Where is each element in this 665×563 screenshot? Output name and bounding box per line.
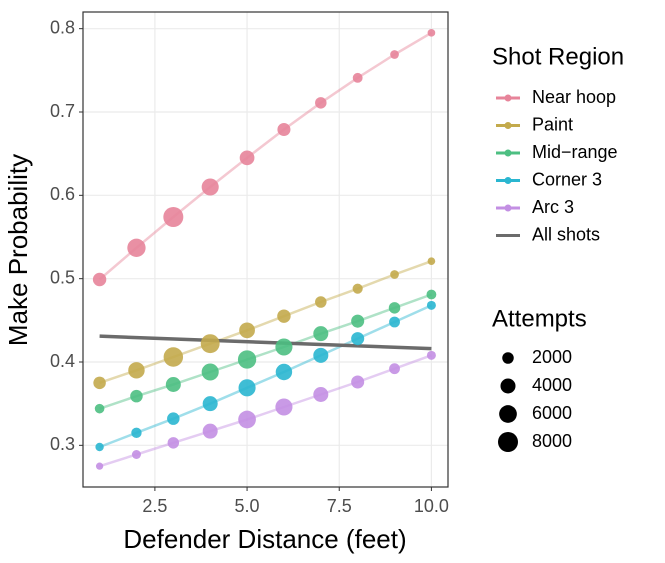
point <box>95 462 104 470</box>
point <box>390 270 399 279</box>
point <box>131 449 141 460</box>
x-tick-label: 2.5 <box>142 496 167 516</box>
legend-key <box>504 122 512 129</box>
point <box>390 50 399 59</box>
point <box>238 379 256 397</box>
series-line <box>99 293 432 410</box>
legend-label: Paint <box>532 114 573 134</box>
point <box>427 29 436 37</box>
point <box>277 122 291 137</box>
point <box>237 350 257 369</box>
x-tick-label: 7.5 <box>327 496 352 516</box>
size-legend-key <box>502 352 514 364</box>
point <box>94 403 105 414</box>
series-line <box>99 334 432 351</box>
y-tick-label: 0.8 <box>50 17 75 37</box>
point <box>92 272 107 287</box>
legend-key <box>504 204 512 212</box>
point <box>201 178 219 196</box>
legend-label: Near hoop <box>532 87 616 107</box>
size-legend-key <box>500 378 516 394</box>
point <box>200 334 220 354</box>
point <box>238 410 256 429</box>
point <box>426 350 436 360</box>
point <box>163 347 184 367</box>
point <box>167 412 180 425</box>
point <box>315 296 327 308</box>
legend-key <box>504 149 512 157</box>
point <box>426 300 436 310</box>
point <box>352 283 363 294</box>
plot-border <box>82 11 449 488</box>
point <box>351 332 365 346</box>
legend-label: Corner 3 <box>532 169 602 189</box>
legend-key <box>504 94 512 102</box>
size-legend-title: Attempts <box>492 305 587 332</box>
point <box>167 437 180 449</box>
point <box>313 326 329 342</box>
y-tick-label: 0.3 <box>50 434 75 454</box>
y-tick-label: 0.4 <box>50 351 75 371</box>
legend-label: All shots <box>532 224 600 244</box>
point <box>95 442 104 452</box>
size-legend-label: 2000 <box>532 347 572 367</box>
legend-key <box>504 177 512 184</box>
y-tick-label: 0.5 <box>50 267 75 287</box>
point <box>239 322 255 339</box>
x-axis-title: Defender Distance (feet) <box>123 524 406 554</box>
size-legend-label: 4000 <box>532 375 572 395</box>
point <box>128 362 145 379</box>
legend-label: Mid−range <box>532 142 618 162</box>
x-tick-label: 10.0 <box>414 496 449 516</box>
size-legend-label: 6000 <box>532 403 572 423</box>
series-line <box>99 304 432 449</box>
point <box>202 396 218 412</box>
y-axis-title: Make Probability <box>3 154 33 346</box>
point <box>163 207 184 227</box>
series-line <box>99 259 432 385</box>
legend-title: Shot Region <box>492 43 624 70</box>
point <box>277 309 291 323</box>
size-legend-key <box>499 405 517 423</box>
point <box>275 363 293 381</box>
point <box>313 347 329 363</box>
y-tick-label: 0.6 <box>50 184 75 204</box>
point <box>389 316 400 328</box>
point <box>165 376 181 393</box>
point <box>427 257 436 265</box>
size-legend-key <box>498 432 518 452</box>
point <box>388 302 401 314</box>
point <box>275 398 293 416</box>
y-tick-label: 0.7 <box>50 101 75 121</box>
point <box>239 150 255 166</box>
point <box>313 386 329 403</box>
point <box>315 97 327 109</box>
series-line <box>99 354 432 468</box>
point <box>93 376 106 390</box>
point <box>130 389 143 403</box>
point <box>426 289 437 300</box>
point <box>201 363 219 381</box>
point <box>202 423 218 439</box>
size-legend-label: 8000 <box>532 431 572 451</box>
point <box>351 314 365 328</box>
legend-label: Arc 3 <box>532 197 574 217</box>
series-line <box>98 31 433 281</box>
point <box>389 363 400 375</box>
point <box>131 427 142 439</box>
point <box>352 72 363 83</box>
point <box>351 375 365 389</box>
x-tick-label: 5.0 <box>235 496 260 516</box>
point <box>275 338 293 356</box>
point <box>127 238 146 257</box>
